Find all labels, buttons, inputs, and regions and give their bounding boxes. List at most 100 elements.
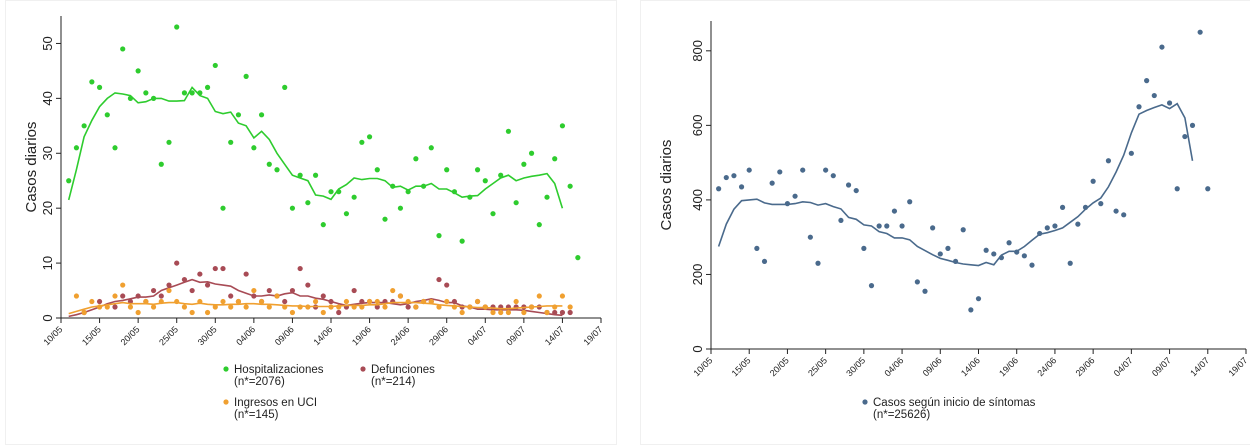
data-point-def [559,309,566,316]
data-point-hosp [96,84,103,90]
data-point-uci [521,309,527,316]
data-point-uci [112,293,118,299]
x-tick-label: 14/07 [1188,355,1211,378]
data-point-uci [559,293,566,299]
y-tick-label: 10 [40,256,55,270]
data-point-uci [413,304,419,310]
data-point-sintomas [884,223,890,229]
data-point-uci [498,309,504,316]
data-point-sintomas [853,187,859,194]
data-point-def [158,293,164,299]
data-point-uci [166,287,172,294]
data-point-hosp [174,24,180,30]
data-point-uci [212,304,218,310]
data-point-hosp [405,189,411,195]
x-tick-label: 10/05 [41,324,64,347]
y-tick-label: 0 [40,314,55,321]
data-point-sintomas [1182,133,1188,140]
data-point-hosp [120,46,126,52]
data-point-sintomas [1128,150,1134,156]
data-point-sintomas [1197,29,1203,35]
x-tick-label: 30/05 [196,324,219,347]
data-point-def [567,309,573,316]
data-point-sintomas [1144,78,1150,84]
data-point-sintomas [823,167,829,173]
x-tick-label: 09/07 [1150,355,1173,378]
data-point-hosp [490,211,496,217]
data-point-def [405,304,411,310]
data-point-hosp [397,205,404,211]
y-tick-label: 30 [40,146,55,160]
data-point-sintomas [777,169,783,175]
data-point-def [120,293,126,299]
x-tick-label: 25/05 [806,355,829,378]
data-point-sintomas [815,260,821,266]
data-point-hosp [204,84,211,90]
data-point-hosp [552,156,558,162]
data-point-uci [243,304,249,310]
data-point-sintomas [945,245,951,251]
data-point-sintomas [1159,44,1165,50]
data-point-def [282,298,288,305]
data-point-def [289,287,296,294]
x-tick-label: 24/06 [1035,355,1058,378]
data-point-hosp [559,123,566,129]
data-point-hosp [544,194,550,200]
data-point-sintomas [1105,158,1112,164]
x-tick-label: 14/06 [311,324,334,347]
x-tick-label: 04/07 [466,324,489,347]
data-point-sintomas [1075,221,1081,227]
data-point-sintomas [983,247,989,253]
data-point-uci [544,309,550,316]
legend-count-def: (n*=214) [371,376,416,388]
data-point-uci [266,304,272,310]
x-tick-label: 19/06 [997,355,1020,378]
data-point-def [197,271,203,277]
moving-average-line-def [68,278,563,318]
data-point-hosp [513,200,519,206]
data-point-sintomas [1059,204,1066,210]
data-point-def [212,265,218,272]
legend-label-sintomas: Casos según inicio de síntomas [873,397,1036,409]
data-point-def [228,293,234,299]
data-point-hosp [351,194,357,200]
data-point-uci [274,293,280,299]
data-point-sintomas [769,180,775,186]
data-point-hosp [66,178,72,184]
data-point-hosp [459,238,465,244]
data-point-def [204,282,211,288]
data-point-uci [127,304,134,310]
data-point-def [181,276,188,283]
data-point-hosp [243,73,249,79]
data-point-hosp [73,145,80,151]
data-point-def [266,287,272,294]
data-point-hosp [312,172,319,178]
chart-right-svg: 0 200 400 600 800 Casos diarios 10/05 15/05 20/0… [658,21,1249,421]
data-point-def [96,298,103,305]
moving-average-line-uci [68,301,563,315]
data-point-def [336,309,342,316]
data-point-uci [567,304,573,310]
data-point-uci [474,298,481,305]
data-point-uci [181,304,188,310]
moving-average-line-hosp [67,86,564,209]
data-point-uci [120,282,126,288]
data-point-uci [444,298,450,305]
y-axis-title: Casos diarios [658,140,675,231]
data-point-uci [505,309,512,316]
legend-count-sintomas: (n*=25626) [873,409,930,421]
data-point-sintomas [1113,208,1119,214]
data-point-hosp [343,211,350,217]
data-point-hosp [382,216,388,222]
data-point-hosp [282,84,288,90]
data-point-uci [220,298,226,305]
data-point-sintomas [1029,262,1035,268]
x-tick-label: 20/05 [768,355,791,378]
x-tick-label: 19/06 [350,324,373,347]
data-point-uci [143,298,149,305]
data-point-sintomas [960,227,966,233]
data-point-def [112,304,118,310]
x-tick-label: 10/05 [691,355,714,378]
data-point-hosp [366,134,373,140]
data-point-uci [135,309,141,316]
